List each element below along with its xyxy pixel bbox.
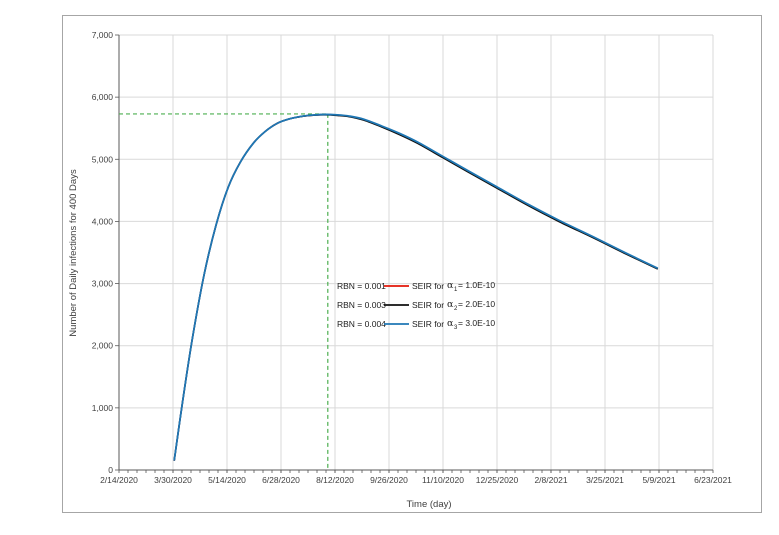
legend-alpha-subscript: 1 [454, 287, 458, 293]
legend-series-prefix: SEIR for [412, 300, 444, 310]
x-tick-label: 3/25/2021 [586, 475, 624, 485]
x-axis-title: Time (day) [406, 499, 451, 510]
x-tick-label: 2/14/2020 [100, 475, 138, 485]
legend-series-prefix: SEIR for [412, 319, 444, 329]
legend-alpha-symbol: α [447, 299, 454, 310]
legend-alpha-value: = 1.0E-10 [458, 280, 495, 290]
x-tick-label: 5/9/2021 [642, 475, 675, 485]
x-tick-label: 11/10/2020 [422, 475, 464, 485]
y-tick-label: 0 [108, 465, 113, 475]
x-tick-label: 9/26/2020 [370, 475, 408, 485]
legend-alpha-subscript: 2 [454, 306, 458, 312]
y-tick-label: 6,000 [92, 92, 114, 102]
x-tick-label: 12/25/2020 [476, 475, 519, 485]
grid-lines [119, 34, 714, 470]
legend-alpha-value: = 3.0E-10 [458, 318, 495, 328]
legend-alpha-symbol: α [447, 280, 454, 291]
legend-rbn-label: RBN = 0.001 [337, 281, 386, 291]
peak-marker [119, 113, 329, 470]
axes [115, 34, 714, 473]
x-tick-label: 5/14/2020 [208, 475, 246, 485]
y-tick-label: 3,000 [92, 279, 114, 289]
series-lines [173, 113, 659, 461]
y-tick-label: 2,000 [92, 341, 114, 351]
legend-alpha-subscript: 3 [454, 325, 458, 331]
line-chart: 0 1,000 2,000 3,000 4,000 5,000 6,000 7,000 2/14… [68, 30, 732, 510]
x-tick-label: 2/8/2021 [534, 475, 567, 485]
legend-series-prefix: SEIR for [412, 281, 444, 291]
legend-alpha-value: = 2.0E-10 [458, 299, 495, 309]
x-tick-label: 6/28/2020 [262, 475, 300, 485]
y-tick-label: 4,000 [92, 216, 114, 226]
y-tick-label: 5,000 [92, 154, 114, 164]
legend-rbn-label: RBN = 0.004 [337, 319, 386, 329]
legend-rbn-label: RBN = 0.003 [337, 300, 386, 310]
y-tick-label: 1,000 [92, 403, 114, 413]
y-axis-title: Number of Daily infections for 400 Days [68, 169, 79, 337]
x-tick-label: 3/30/2020 [154, 475, 192, 485]
series-line-3 [173, 113, 659, 461]
x-tick-label: 8/12/2020 [316, 475, 354, 485]
x-tick-label: 6/23/2021 [694, 475, 732, 485]
chart-frame: 0 1,000 2,000 3,000 4,000 5,000 6,000 7,000 2/14… [62, 15, 762, 513]
legend-alpha-symbol: α [447, 318, 454, 329]
y-tick-label: 7,000 [92, 30, 114, 40]
tick-labels: 0 1,000 2,000 3,000 4,000 5,000 6,000 7,000 2/14… [92, 30, 732, 485]
